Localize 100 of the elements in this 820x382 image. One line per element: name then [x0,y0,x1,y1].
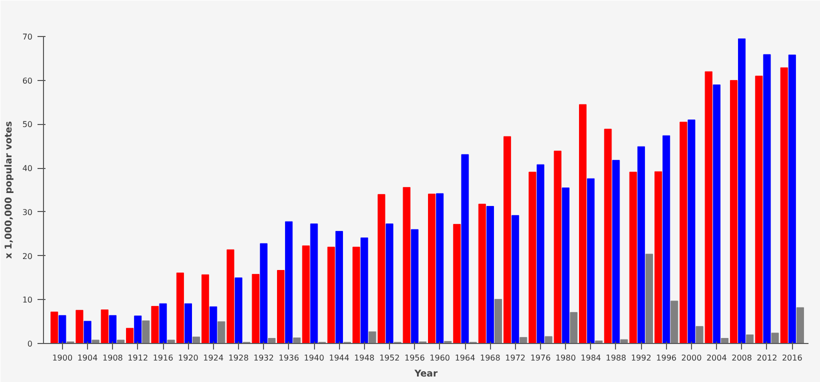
bar [746,334,754,344]
bar [386,224,394,344]
bar [76,310,84,344]
bar [570,312,578,344]
bar [536,164,544,344]
y-tick-label: 30 [22,208,33,217]
bar [704,71,712,344]
bar [285,221,293,344]
y-axis-title: x 1,000,000 popular votes [3,120,14,259]
x-tick-label: 1920 [178,354,198,362]
bar [92,340,100,344]
bar [680,122,688,344]
x-tick-label: 1916 [152,354,174,362]
bar [410,229,418,344]
y-tick-label: 10 [22,296,33,305]
bar [202,274,210,344]
bar [108,315,116,344]
bar [402,187,410,344]
bar [360,238,368,344]
x-tick-label: 2004 [706,354,727,362]
bar [335,230,343,344]
bar [512,215,520,344]
x-tick-label: 1904 [77,354,98,362]
bar [218,321,226,344]
bar [302,245,310,344]
x-tick-label: 1980 [555,354,576,362]
bar [528,172,536,344]
bar [604,128,612,344]
bar [788,54,796,344]
bar [176,272,184,344]
bar [620,339,628,344]
bar [151,306,159,344]
bar [780,67,788,344]
bar [612,160,620,344]
x-tick-label: 1936 [278,354,300,362]
bar [554,150,562,344]
bar [84,320,92,344]
x-tick-label: 1988 [606,354,626,362]
x-tick-label: 1948 [354,354,375,362]
bar [234,277,242,344]
bar [142,320,150,344]
bar [587,178,595,344]
x-axis-title: Year [413,368,438,380]
x-tick-label: 2008 [732,354,752,362]
bar [226,249,234,344]
bar [352,246,360,344]
x-tick-label: 1992 [630,354,652,362]
y-tick-label: 0 [27,340,33,348]
x-tick-label: 1932 [254,354,274,362]
x-tick-label: 1972 [505,354,526,362]
bar [696,326,704,344]
bar [730,80,738,344]
bar [738,38,746,344]
bar [654,171,662,344]
x-tick-label: 1984 [580,354,602,362]
bar [277,270,285,344]
x-tick-label: 1968 [480,354,500,362]
bar [478,204,486,344]
y-tick-label: 40 [22,164,33,174]
bar [134,316,142,344]
x-tick-label: 1940 [304,354,324,362]
bar [126,328,134,344]
x-tick-label: 2012 [756,354,778,362]
bar [50,312,58,344]
bar [100,309,108,344]
bar [520,337,528,344]
bar [688,120,696,344]
x-tick-label: 1964 [454,354,476,362]
bar [670,300,678,344]
bar [504,136,512,344]
x-tick-label: 1908 [102,354,123,362]
bar [771,332,779,344]
bar [167,340,175,344]
bar [645,254,653,344]
y-tick-label: 50 [22,120,33,130]
bar [184,303,192,344]
bar [629,172,637,344]
bar [293,338,301,344]
bar [494,298,502,344]
bar [796,307,804,344]
x-tick-label: 1956 [404,354,425,362]
bar [763,54,771,344]
x-tick-label: 2000 [681,354,702,362]
bar [637,146,645,344]
x-tick-label: 1912 [128,354,148,362]
x-tick-label: 1924 [203,354,224,362]
bar [720,338,728,344]
bar [461,154,469,344]
bar [436,193,444,344]
bar [268,338,276,344]
x-tick-label: 1928 [228,354,249,362]
y-tick-label: 70 [22,32,33,42]
bar [116,340,125,344]
bar [310,224,318,344]
x-tick-label: 1944 [329,354,350,362]
bar [368,331,376,344]
y-tick-label: 60 [22,76,33,86]
bar [327,246,335,344]
x-tick-label: 1976 [530,354,551,362]
x-tick-label: 2016 [782,354,802,362]
